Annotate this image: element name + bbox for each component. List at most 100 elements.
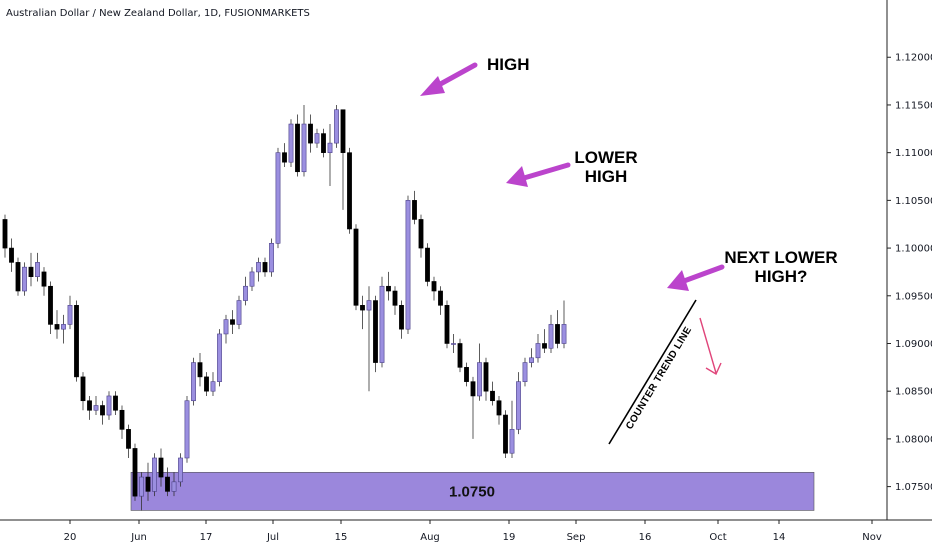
candle-up (269, 243, 274, 273)
candle-down (145, 476, 151, 492)
time-tick-label: Oct (709, 532, 726, 543)
candle-down (496, 400, 502, 416)
candle-down (262, 262, 268, 273)
candle-down (295, 123, 300, 173)
candle-down (113, 395, 118, 411)
time-tick-label: Sep (567, 532, 586, 543)
candle-up (243, 285, 248, 301)
candle-up (548, 324, 554, 349)
candle-down (41, 271, 47, 287)
candle-down (308, 123, 313, 144)
candle-up (379, 285, 385, 363)
time-tick-label: 19 (503, 532, 516, 543)
candle-down (444, 305, 450, 344)
price-tick-label: 1.10000 (895, 244, 932, 255)
candle-down (204, 376, 209, 392)
candle-up (152, 457, 157, 492)
price-tick-label: 1.11000 (895, 148, 932, 159)
projected-down-arrow (699, 317, 722, 376)
candle-up (314, 133, 320, 144)
candle-down (282, 152, 287, 163)
price-tick-label: 1.09500 (895, 291, 932, 302)
candle-down (392, 290, 398, 306)
high-arrow (420, 62, 478, 96)
candle-down (100, 405, 105, 416)
price-axis: 1.12000 1.11500 1.11000 1.10500 1.10000 1.095… (887, 53, 932, 493)
candle-up (210, 381, 216, 392)
price-tick-label: 1.07500 (895, 482, 932, 493)
candle-down (48, 285, 53, 325)
annotation-lower-high-line1: LOWER (574, 148, 637, 167)
candle-down (28, 266, 34, 277)
candle-down (418, 219, 424, 249)
time-tick-label: Nov (862, 532, 882, 543)
counter-trend-line (608, 299, 697, 445)
candle-up (171, 481, 177, 492)
candle-up (516, 381, 521, 430)
candle-up (139, 476, 144, 497)
candles (2, 104, 567, 511)
candle-up (184, 400, 190, 459)
candle-down (132, 448, 138, 497)
candle-down (197, 362, 203, 378)
candle-down (373, 300, 378, 363)
candle-up (535, 343, 541, 359)
support-zone-label: 1.0750 (449, 483, 495, 500)
candle-down (87, 400, 92, 411)
chart-title: Australian Dollar / New Zealand Dollar, … (6, 8, 310, 19)
time-axis: 20 Jun 17 Jul 15 Aug 19 Sep 16 Oct 14 Nov (64, 520, 882, 543)
candle-up (334, 109, 339, 144)
candle-up (22, 266, 27, 292)
candle-up (477, 362, 482, 397)
price-tick-label: 1.12000 (895, 53, 932, 64)
candle-down (353, 228, 359, 306)
price-tick-label: 1.09000 (895, 339, 932, 350)
time-tick-label: 14 (773, 532, 786, 543)
candle-down (399, 305, 404, 330)
candle-up (301, 123, 307, 173)
support-zone (130, 471, 815, 511)
time-tick-label: Jul (266, 532, 279, 543)
candle-up (288, 123, 294, 163)
candle-up (106, 395, 112, 416)
next-lower-high-arrow (667, 264, 725, 291)
candle-down (347, 152, 352, 230)
candle-down (412, 200, 417, 220)
annotation-next-lower-high-line1: NEXT LOWER (724, 248, 837, 267)
candle-up (509, 429, 515, 454)
candle-down (119, 409, 125, 430)
candle-up (275, 152, 281, 244)
annotation-lower-high-line2: HIGH (585, 167, 628, 186)
time-tick-label: 16 (639, 532, 652, 543)
candle-down (80, 376, 86, 402)
candle-up (529, 357, 534, 363)
candle-down (158, 457, 164, 478)
time-tick-label: Jun (130, 532, 147, 543)
candle-down (464, 367, 469, 382)
candle-up (561, 324, 567, 344)
candle-down (431, 281, 437, 292)
candle-down (321, 133, 326, 153)
candle-down (542, 343, 547, 349)
candle-up (366, 300, 372, 311)
candle-down (360, 305, 365, 311)
candle-up (451, 343, 456, 345)
candle-down (470, 381, 476, 397)
candle-down (340, 109, 346, 153)
candle-down (2, 219, 8, 249)
price-tick-label: 1.10500 (895, 196, 932, 207)
candle-up (191, 362, 196, 402)
candle-down (483, 362, 489, 392)
candle-down (503, 414, 508, 454)
candle-down (54, 324, 60, 330)
candle-up (61, 324, 66, 330)
time-tick-label: Aug (420, 532, 440, 543)
candle-up (67, 305, 73, 325)
candle-down (425, 247, 430, 282)
annotation-next-lower-high-line2: HIGH? (755, 267, 808, 286)
time-tick-label: 15 (335, 532, 348, 543)
candle-down (15, 262, 21, 292)
annotation-high: HIGH (487, 55, 530, 74)
candle-down (126, 429, 131, 449)
